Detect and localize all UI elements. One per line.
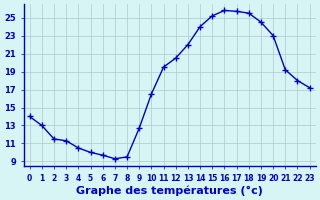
X-axis label: Graphe des températures (°c): Graphe des températures (°c) (76, 185, 263, 196)
